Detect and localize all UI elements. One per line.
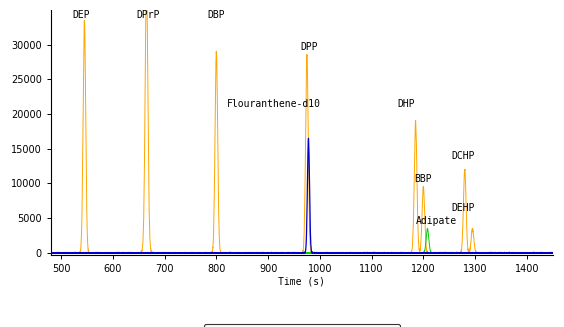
Text: Adipate: Adipate — [416, 216, 457, 226]
Text: DCHP: DCHP — [452, 151, 475, 161]
Legend: 149, 129, 212: 149, 129, 212 — [204, 324, 400, 327]
Text: BBP: BBP — [415, 174, 432, 184]
Text: DEP: DEP — [73, 10, 90, 20]
Text: DEHP: DEHP — [452, 203, 475, 213]
Text: DHP: DHP — [398, 99, 415, 109]
Text: Flouranthene-d10: Flouranthene-d10 — [227, 99, 321, 109]
Text: DPP: DPP — [301, 42, 318, 52]
X-axis label: Time (s): Time (s) — [278, 277, 325, 287]
Text: DBP: DBP — [208, 10, 225, 20]
Text: DPrP: DPrP — [136, 10, 160, 20]
